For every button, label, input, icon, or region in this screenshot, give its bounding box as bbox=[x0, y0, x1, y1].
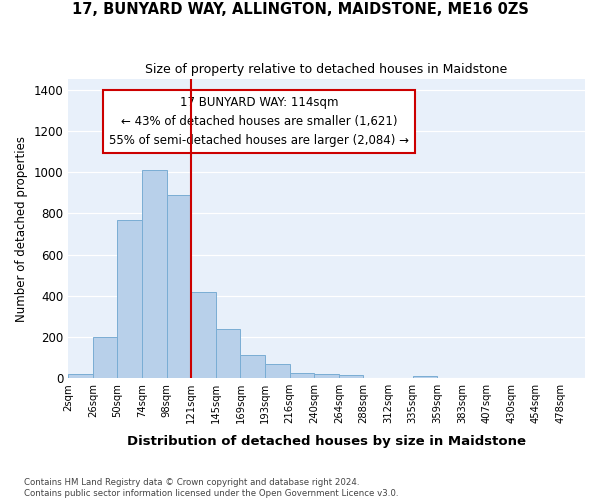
Bar bbox=[142, 170, 167, 378]
Bar bbox=[339, 375, 364, 378]
Bar bbox=[314, 374, 339, 378]
Bar bbox=[216, 328, 241, 378]
Bar bbox=[241, 356, 265, 378]
Title: Size of property relative to detached houses in Maidstone: Size of property relative to detached ho… bbox=[145, 62, 508, 76]
Bar bbox=[290, 373, 314, 378]
X-axis label: Distribution of detached houses by size in Maidstone: Distribution of detached houses by size … bbox=[127, 434, 526, 448]
Bar bbox=[191, 292, 216, 378]
Bar bbox=[413, 376, 437, 378]
Text: 17 BUNYARD WAY: 114sqm
← 43% of detached houses are smaller (1,621)
55% of semi-: 17 BUNYARD WAY: 114sqm ← 43% of detached… bbox=[109, 96, 409, 147]
Bar bbox=[265, 364, 290, 378]
Text: 17, BUNYARD WAY, ALLINGTON, MAIDSTONE, ME16 0ZS: 17, BUNYARD WAY, ALLINGTON, MAIDSTONE, M… bbox=[71, 2, 529, 18]
Bar bbox=[167, 195, 191, 378]
Text: Contains HM Land Registry data © Crown copyright and database right 2024.
Contai: Contains HM Land Registry data © Crown c… bbox=[24, 478, 398, 498]
Y-axis label: Number of detached properties: Number of detached properties bbox=[15, 136, 28, 322]
Bar bbox=[118, 220, 142, 378]
Bar bbox=[68, 374, 93, 378]
Bar bbox=[93, 337, 118, 378]
